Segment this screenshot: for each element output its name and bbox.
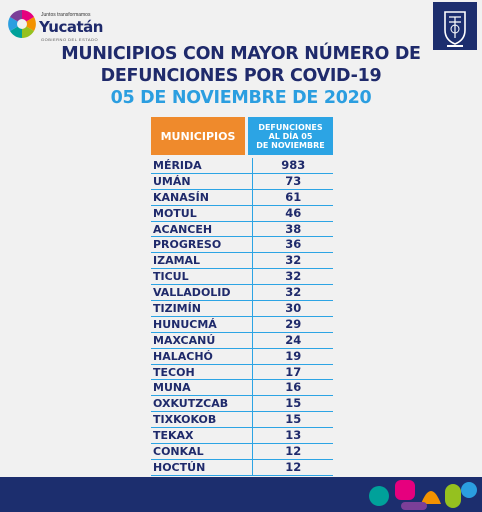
cell-municipio: IZAMAL [151,253,253,270]
cell-municipio: MUNA [151,380,253,397]
table-row: TIXKOKOB 15 [151,412,333,429]
cell-municipio: OXKUTZCAB [151,396,253,413]
cell-municipio: HOCTÚN [151,460,253,476]
cell-municipio: MOTUL [151,206,253,222]
cell-defunciones: 12 [252,444,333,460]
cell-municipio: TICUL [151,269,253,286]
title-line-1: MUNICIPIOS CON MAYOR NÚMERO DE [61,44,421,64]
logo-name: Yucatán [39,18,103,36]
title-date: 05 DE NOVIEMBRE DE 2020 [110,88,372,108]
table-row: UMÁN 73 [151,173,333,190]
cell-municipio: TECOH [151,365,253,381]
cell-defunciones: 17 [252,364,333,381]
cell-defunciones: 983 [252,158,333,174]
table-header: MUNICIPIOS DEFUNCIONES AL DÍA 05 DE NOVI… [151,117,333,155]
cell-defunciones: 15 [252,412,333,429]
colorful-deco-icon [369,480,477,510]
cell-defunciones: 16 [252,380,333,397]
cell-municipio: HUNUCMÁ [151,317,253,333]
table-body: MÉRIDA 983 UMÁN 73 KANASÍN 61 MOTUL 46 ACANC… [151,158,333,476]
cell-municipio: UMÁN [151,174,253,190]
cell-municipio: MAXCANÚ [151,333,253,349]
header-municipios: MUNICIPIOS [151,117,245,155]
table-row: VALLADOLID 32 [151,285,333,302]
cell-municipio: KANASÍN [151,190,253,206]
cell-municipio: MÉRIDA [151,158,253,174]
table-row: HOCTÚN 12 [151,459,333,476]
cell-defunciones: 32 [252,285,333,302]
logo-tagline: Juntos transformamos [41,12,91,18]
table-row: IZAMAL 32 [151,253,333,270]
cell-municipio: PROGRESO [151,237,253,254]
table-row: TEKAX 13 [151,428,333,445]
cell-defunciones: 73 [252,173,333,190]
cell-defunciones: 32 [252,253,333,270]
cell-defunciones: 12 [252,459,333,476]
table-row: HALACHÓ 19 [151,348,333,365]
cell-municipio: HALACHÓ [151,349,253,365]
cell-defunciones: 29 [252,316,333,333]
header-defunciones-line-2: AL DÍA 05 [268,131,313,141]
cell-municipio: TIZIMÍN [151,301,253,317]
table-row: ACANCEH 38 [151,221,333,238]
cell-defunciones: 19 [252,348,333,365]
table-row: MÉRIDA 983 [151,158,333,174]
cell-defunciones: 46 [252,205,333,222]
table-row: TICUL 32 [151,269,333,286]
cell-defunciones: 61 [252,189,333,206]
cell-defunciones: 30 [252,301,333,317]
cell-defunciones: 24 [252,332,333,349]
table-row: OXKUTZCAB 15 [151,396,333,413]
table-row: CONKAL 12 [151,444,333,460]
header-defunciones-line-3: DE NOVIEMBRE [256,140,325,150]
table-row: KANASÍN 61 [151,189,333,206]
deaths-table: MUNICIPIOS DEFUNCIONES AL DÍA 05 DE NOVI… [151,117,333,476]
table-row: TIZIMÍN 30 [151,301,333,317]
table-row: MUNA 16 [151,380,333,397]
cell-municipio: VALLADOLID [151,285,253,302]
cell-municipio: CONKAL [151,444,253,460]
cell-defunciones: 32 [252,269,333,286]
table-row: MAXCANÚ 24 [151,332,333,349]
table-row: TECOH 17 [151,364,333,381]
cell-municipio: TEKAX [151,428,253,445]
yucatan-logo: Juntos transformamos Yucatán GOBIERNO DE… [6,8,103,44]
table-row: HUNUCMÁ 29 [151,316,333,333]
header-defunciones-line-1: DEFUNCIONES [258,122,323,132]
state-seal [433,2,477,50]
cell-defunciones: 13 [252,428,333,445]
cell-defunciones: 15 [252,396,333,413]
table-row: MOTUL 46 [151,205,333,222]
cell-municipio: TIXKOKOB [151,412,253,429]
title-line-2: DEFUNCIONES POR COVID-19 [100,66,382,86]
yucatan-logo-icon [8,10,36,38]
header-defunciones: DEFUNCIONES AL DÍA 05 DE NOVIEMBRE [248,117,333,155]
table-row: PROGRESO 36 [151,237,333,254]
cell-defunciones: 36 [252,237,333,254]
cell-defunciones: 38 [252,221,333,238]
cell-municipio: ACANCEH [151,222,253,238]
logo-subtitle: GOBIERNO DEL ESTADO [41,37,99,42]
state-seal-icon [444,11,466,47]
